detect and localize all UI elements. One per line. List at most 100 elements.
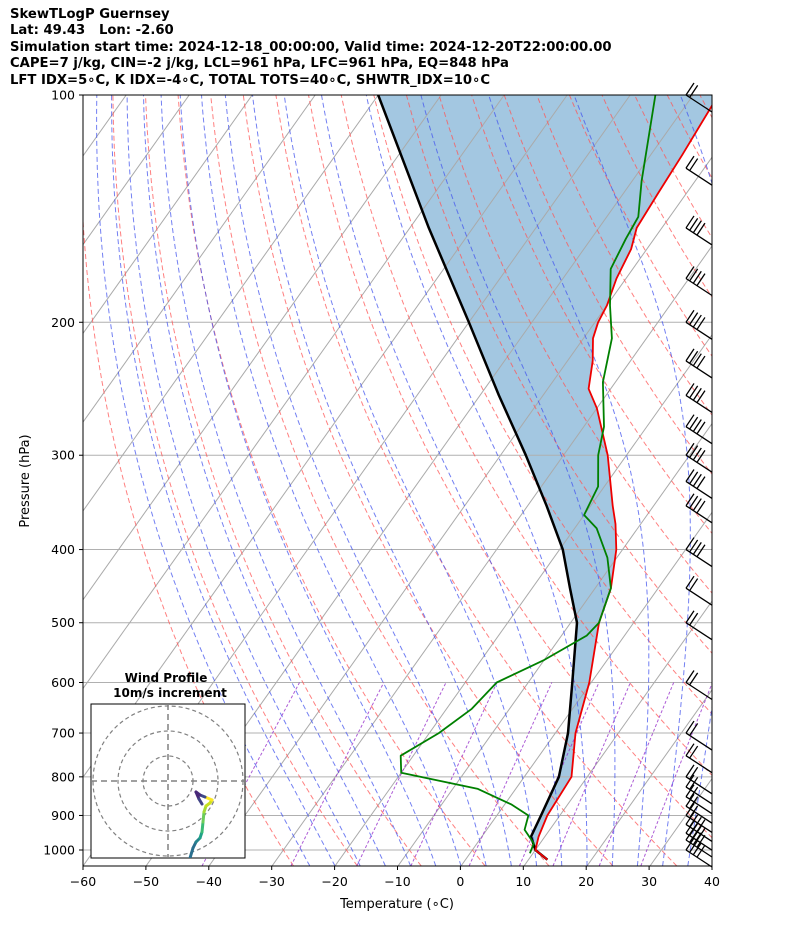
dry-adiabat	[177, 95, 486, 866]
mixing-ratio-line	[410, 682, 498, 866]
moist-adiabat	[252, 95, 512, 866]
title-location: Lat: 49.43 Lon: -2.60	[10, 23, 174, 39]
isotherm-40	[713, 95, 794, 866]
title-times: Simulation start time: 2024-12-18_00:00:…	[10, 39, 612, 55]
wind-barb	[685, 414, 713, 445]
title-station: SkewTLogP Guernsey	[10, 7, 170, 22]
wind-barb	[685, 670, 713, 701]
dry-adiabat	[634, 95, 712, 239]
moist-adiabat	[160, 95, 412, 866]
mixing-ratio-line	[598, 682, 675, 866]
dry-adiabat	[210, 95, 550, 866]
mixing-ratio-line	[290, 682, 385, 866]
wind-barb	[685, 383, 713, 413]
isotherm--20	[334, 333, 712, 866]
y-tick-label: 400	[51, 542, 75, 557]
y-tick-label: 700	[51, 726, 75, 741]
moist-adiabat	[111, 95, 336, 866]
dry-adiabat	[145, 95, 422, 866]
y-tick-label: 100	[51, 88, 75, 103]
isotherm--30	[271, 245, 712, 866]
y-tick-label: 600	[51, 675, 75, 690]
temperature-profile	[534, 103, 712, 861]
dry-adiabat	[242, 95, 614, 866]
wind-barb	[685, 266, 713, 297]
moist-adiabat	[143, 95, 386, 866]
moist-adiabat	[179, 95, 437, 866]
hodograph-subtitle: 10m/s increment	[113, 686, 227, 700]
wind-barb	[685, 348, 713, 379]
x-tick-label: −50	[133, 874, 159, 889]
hodograph-title: Wind Profile	[125, 671, 208, 685]
y-tick-label: 900	[51, 808, 75, 823]
mixing-ratio-line	[468, 682, 553, 866]
wind-barb	[685, 720, 713, 751]
isotherm--90	[83, 95, 442, 601]
wind-barb	[685, 537, 713, 568]
wind-barb	[685, 837, 713, 868]
y-tick-label: 800	[51, 769, 75, 784]
y-axis-label: Pressure (hPa)	[18, 434, 33, 527]
isotherm-20	[586, 689, 712, 866]
x-tick-label: −60	[70, 874, 96, 889]
hodograph-trace	[188, 846, 195, 858]
dry-adiabat	[112, 95, 358, 866]
isotherm--80	[83, 95, 505, 690]
isotherm--130	[83, 95, 190, 246]
y-tick-label: 200	[51, 315, 75, 330]
x-tick-label: 10	[515, 874, 531, 889]
y-tick-label: 300	[51, 448, 75, 463]
x-tick-label: 20	[578, 874, 594, 889]
cape-shading	[378, 95, 712, 860]
wind-barb	[685, 309, 713, 340]
hodograph-trace	[201, 810, 206, 824]
wind-barb	[685, 469, 713, 500]
dry-adiabat	[405, 95, 712, 654]
moist-adiabat	[126, 95, 361, 866]
isotherm-0	[460, 511, 712, 866]
isotherm--40	[208, 156, 712, 866]
moist-adiabat	[96, 95, 311, 866]
mixing-ratio-line	[356, 682, 447, 866]
isotherm-50	[776, 95, 794, 866]
parcel-profile	[377, 95, 579, 861]
dry-adiabat	[438, 95, 712, 594]
hodograph-ring	[117, 730, 219, 832]
wind-barb	[685, 784, 713, 815]
dry-adiabat	[340, 95, 712, 777]
mixing-ratio-line	[552, 682, 631, 866]
hodograph: Wind Profile 10m/s increment	[90, 671, 246, 859]
moist-adiabat	[321, 95, 563, 866]
wind-barb	[685, 764, 713, 795]
x-tick-label: −10	[384, 874, 410, 889]
wind-barb	[685, 215, 713, 246]
x-axis-label: Temperature (∘C)	[339, 897, 454, 912]
wind-barb	[685, 774, 713, 805]
dry-adiabat	[733, 95, 794, 866]
y-tick-label: 1000	[43, 843, 75, 858]
x-tick-label: 30	[641, 874, 657, 889]
dry-adiabat	[275, 95, 678, 866]
moist-adiabat	[283, 95, 538, 866]
wind-barb	[685, 442, 713, 473]
hodograph-trace	[197, 797, 204, 806]
isotherm-10	[523, 600, 712, 866]
wind-barb	[685, 575, 713, 606]
wind-barb	[685, 155, 713, 186]
mixing-ratio-line	[640, 682, 712, 866]
isotherm--100	[83, 95, 379, 512]
dry-adiabat	[699, 95, 712, 119]
x-tick-label: −30	[259, 874, 285, 889]
dewpoint-profile	[399, 95, 657, 854]
moist-adiabat	[713, 95, 794, 866]
hodograph-trace	[200, 820, 205, 834]
wind-barb	[685, 743, 713, 774]
x-tick-label: 40	[704, 874, 720, 889]
x-tick-label: 0	[456, 874, 464, 889]
isotherm--110	[83, 95, 316, 424]
dry-adiabat	[83, 212, 294, 866]
wind-barb	[685, 610, 713, 641]
title-indices-1: CAPE=7 j/kg, CIN=-2 j/kg, LCL=961 hPa, L…	[10, 56, 509, 72]
moist-adiabat	[224, 95, 487, 866]
